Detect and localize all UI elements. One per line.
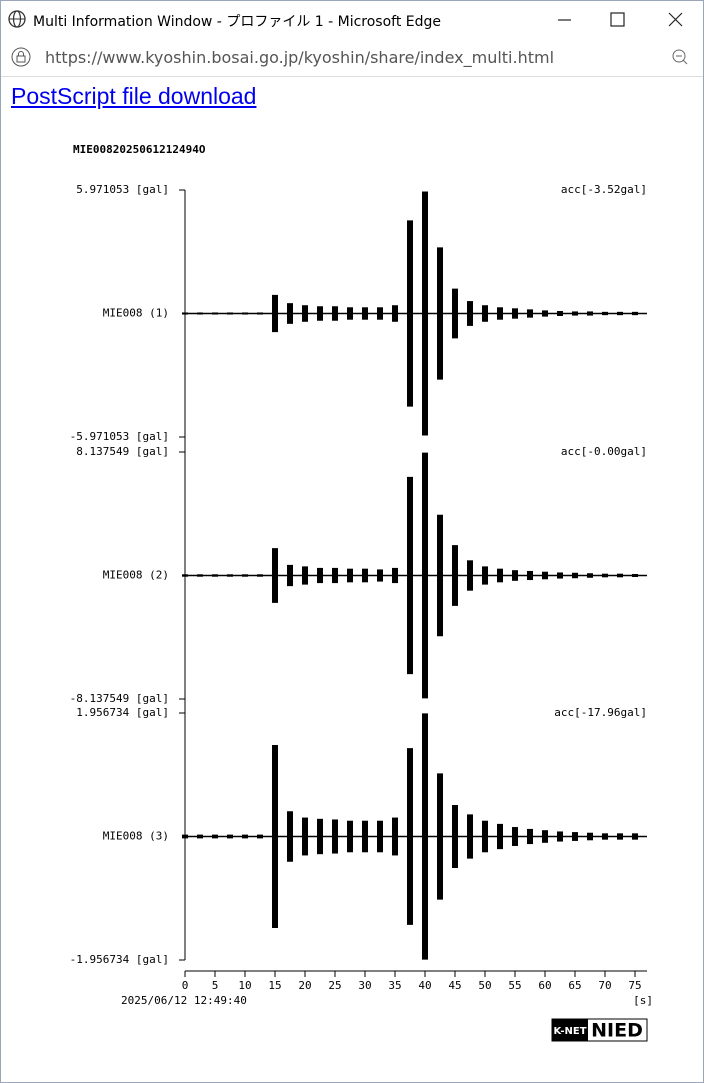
time-label: 2025/06/12 12:49:40	[121, 994, 247, 1007]
y-tick-label: 5.971053 [gal]	[76, 183, 169, 196]
x-tick-label: 70	[598, 979, 611, 992]
trace-annotation: acc[-0.00gal]	[561, 445, 647, 458]
download-link[interactable]: PostScript file download	[11, 83, 257, 109]
address-icons	[11, 47, 688, 67]
figure-title: MIE0082025061212494O	[73, 143, 206, 156]
y-tick-label: 1.956734 [gal]	[76, 706, 169, 719]
x-tick-label: 35	[388, 979, 401, 992]
x-tick-label: 25	[328, 979, 341, 992]
x-tick-label: 20	[298, 979, 311, 992]
seismogram: MIE0082025061212494O 2025/06/12 12:49:40…	[70, 143, 653, 1042]
x-tick-label: 45	[448, 979, 461, 992]
logo-right: NIED	[591, 1020, 643, 1042]
x-tick-label: 55	[508, 979, 521, 992]
trace-name: MIE008 (1)	[103, 307, 169, 320]
x-tick-label: 15	[268, 979, 281, 992]
url[interactable]: https://www.kyoshin.bosai.go.jp/kyoshin/…	[45, 48, 555, 67]
zoom[interactable]	[672, 49, 686, 63]
x-tick-label: 40	[418, 979, 431, 992]
logo-left: K-NET	[553, 1026, 586, 1037]
title-icons	[8, 10, 683, 28]
maximize[interactable]	[610, 12, 625, 27]
x-tick-label: 50	[478, 979, 491, 992]
address-bar: https://www.kyoshin.bosai.go.jp/kyoshin/…	[1, 38, 703, 77]
x-tick-label: 65	[568, 979, 581, 992]
y-tick-label: 8.137549 [gal]	[76, 445, 169, 458]
y-tick-label: -8.137549 [gal]	[70, 692, 169, 705]
x-tick-label: 30	[358, 979, 371, 992]
x-tick-label: 75	[628, 979, 641, 992]
x-unit: [s]	[633, 994, 653, 1007]
x-tick-label: 5	[212, 979, 219, 992]
trace-name: MIE008 (3)	[103, 830, 169, 843]
y-tick-label: -1.956734 [gal]	[70, 953, 169, 966]
trace-annotation: acc[-17.96gal]	[554, 706, 647, 719]
y-tick-label: -5.971053 [gal]	[70, 430, 169, 443]
x-tick-label: 60	[538, 979, 551, 992]
trace-annotation: acc[-3.52gal]	[561, 183, 647, 196]
trace-name: MIE008 (2)	[103, 569, 169, 582]
close[interactable]	[668, 12, 683, 27]
title-bar: Multi Information Window - プロファイル 1 - Mi…	[1, 1, 703, 38]
window-title: Multi Information Window - プロファイル 1 - Mi…	[33, 14, 442, 30]
x-tick-label: 10	[238, 979, 251, 992]
x-tick-label: 0	[182, 979, 189, 992]
